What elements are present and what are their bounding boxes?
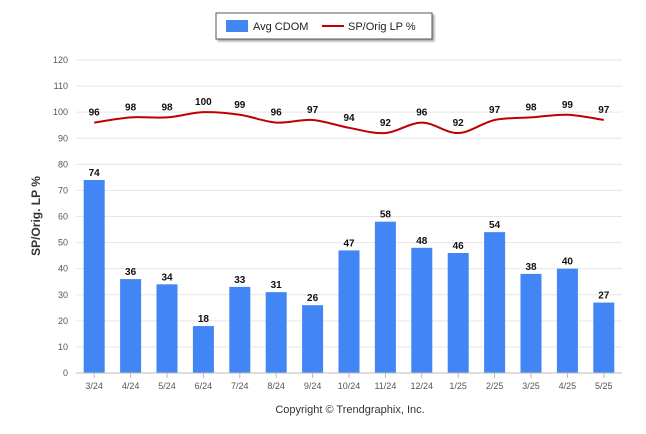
- bar-data-label: 58: [380, 210, 392, 221]
- line-data-label: 98: [525, 102, 537, 113]
- x-tick-label: 4/25: [559, 381, 577, 391]
- bar[interactable]: [265, 292, 287, 373]
- y-tick-label: 30: [58, 290, 68, 300]
- bar-data-label: 74: [89, 168, 101, 179]
- y-tick-label: 100: [53, 107, 68, 117]
- x-tick-label: 3/25: [522, 381, 540, 391]
- bar[interactable]: [229, 286, 251, 373]
- line-data-label: 99: [234, 100, 246, 111]
- bar-data-label: 34: [161, 272, 173, 283]
- data-labels: 74 36 34 18 33 31 26 47 58 48 46 54 38 40 27 96 98 98 100 9…: [89, 97, 610, 325]
- x-tick-label: 4/24: [122, 381, 140, 391]
- bar[interactable]: [520, 273, 542, 373]
- y-tick-label: 70: [58, 185, 68, 195]
- x-tick-label: 3/24: [85, 381, 103, 391]
- x-tick-label: 6/24: [195, 381, 213, 391]
- line-data-label: 92: [453, 118, 465, 129]
- x-tick-label: 12/24: [411, 381, 434, 391]
- line-series: [94, 111, 604, 135]
- y-tick-label: 90: [58, 133, 68, 143]
- x-tick-label: 2/25: [486, 381, 504, 391]
- y-tick-label: 0: [63, 368, 68, 378]
- line-data-label: 97: [598, 105, 610, 116]
- line-data-label: 96: [416, 108, 428, 119]
- line-data-label: 98: [161, 102, 173, 113]
- legend-label-sp-orig: SP/Orig LP %: [348, 21, 416, 33]
- bar-data-label: 48: [416, 236, 428, 247]
- line-data-label: 100: [195, 97, 212, 108]
- bar-data-label: 38: [525, 262, 537, 273]
- bar[interactable]: [302, 305, 324, 373]
- bar[interactable]: [556, 268, 578, 373]
- bar-data-label: 26: [307, 293, 319, 304]
- x-tick-label: 8/24: [267, 381, 285, 391]
- bar-data-label: 40: [562, 257, 574, 268]
- line-data-label: 97: [307, 105, 319, 116]
- bar-data-label: 18: [198, 314, 210, 325]
- line-data-label: 98: [125, 102, 137, 113]
- line-data-label: 92: [380, 118, 392, 129]
- bars: [83, 179, 615, 373]
- y-tick-label: 40: [58, 264, 68, 274]
- line-data-label: 99: [562, 100, 574, 111]
- line-data-label: 97: [489, 105, 501, 116]
- x-tick-label: 5/24: [158, 381, 176, 391]
- legend-swatch-avg-cdom: [226, 20, 248, 32]
- line-data-label: 94: [343, 113, 355, 124]
- line-data-label: 96: [89, 108, 101, 119]
- bar[interactable]: [83, 179, 105, 373]
- bar-data-label: 46: [453, 241, 465, 252]
- x-tick-label: 9/24: [304, 381, 322, 391]
- x-tick-label: 11/24: [374, 381, 396, 391]
- bar[interactable]: [447, 253, 469, 373]
- bar[interactable]: [411, 247, 433, 373]
- x-tick-label: 5/25: [595, 381, 613, 391]
- y-tick-label: 20: [58, 316, 68, 326]
- x-tick-label: 7/24: [231, 381, 249, 391]
- legend[interactable]: Avg CDOM SP/Orig LP %: [215, 12, 433, 40]
- y-tick-label: 110: [54, 81, 68, 91]
- x-tick-label: 1/25: [449, 381, 467, 391]
- y-tick-label: 80: [58, 159, 68, 169]
- y-tick-label: 10: [58, 342, 68, 352]
- bar-data-label: 33: [234, 275, 246, 286]
- y-tick-label: 120: [53, 55, 68, 65]
- copyright-credit: Copyright © Trendgraphix, Inc.: [275, 404, 424, 416]
- bar-data-label: 47: [343, 238, 355, 249]
- legend-label-avg-cdom: Avg CDOM: [253, 21, 308, 33]
- sp-orig-line[interactable]: [94, 111, 604, 135]
- bar[interactable]: [593, 302, 615, 373]
- bar[interactable]: [484, 232, 506, 373]
- y-tick-label: 50: [58, 238, 68, 248]
- bar[interactable]: [192, 326, 214, 373]
- bar-data-label: 27: [598, 291, 610, 302]
- bar-data-label: 36: [125, 267, 137, 278]
- y-tick-label: 60: [58, 212, 68, 222]
- bar-data-label: 54: [489, 220, 501, 231]
- bar[interactable]: [374, 221, 396, 373]
- bar-data-label: 31: [271, 280, 283, 291]
- x-tick-label: 10/24: [338, 381, 361, 391]
- y-axis-title: SP/Orig. LP %: [29, 176, 43, 256]
- bar[interactable]: [120, 279, 142, 373]
- axes: 0 10 20 30 40 50 60 70 80 90 100 110 120 3/24 4/24 5/24…: [53, 55, 622, 391]
- bar[interactable]: [156, 284, 178, 373]
- bar[interactable]: [338, 250, 360, 373]
- line-data-label: 96: [271, 108, 283, 119]
